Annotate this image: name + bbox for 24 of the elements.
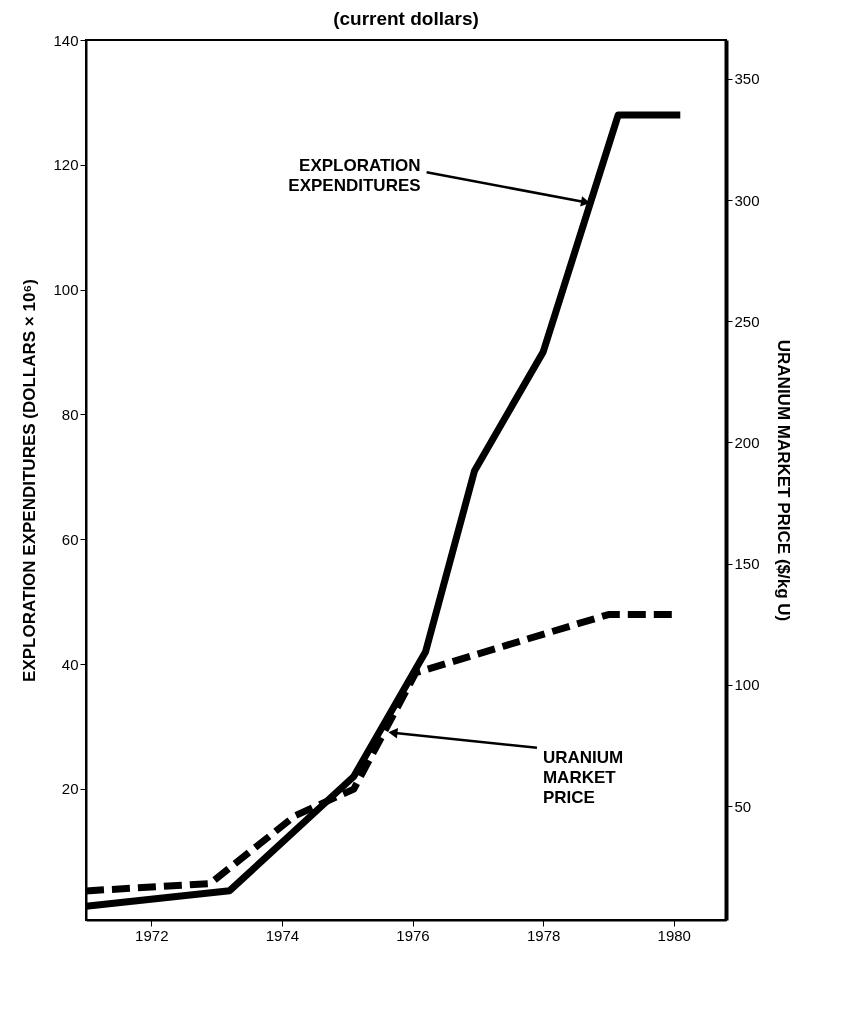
y2-axis-title: URANIUM MARKET PRICE ($/kg U) [773,339,793,622]
y-tick-label: 120 [53,156,79,174]
annotation: EXPLORATION EXPENDITURES [288,156,421,196]
y-tick-label: 100 [53,281,79,299]
y2-tick-label: 150 [734,555,760,573]
y-tick-label: 60 [61,530,79,548]
y-axis-title: EXPLORATION EXPENDITURES (DOLLARS × 10⁶) [20,279,40,682]
x-tick-label: 1974 [265,926,300,944]
x-tick-label: 1980 [657,926,691,944]
x-tick-label: 1976 [396,926,430,944]
y2-tick-label: 350 [734,70,760,88]
y-tick-label: 80 [61,405,79,423]
y-tick-label: 140 [53,31,79,49]
annotation: URANIUM MARKET PRICE [542,747,624,807]
y2-tick-label: 50 [734,797,752,815]
y-tick-label: 20 [61,780,79,798]
chart-title: (current dollars) [333,8,479,29]
y-tick-label: 40 [61,655,79,673]
y2-tick-label: 100 [734,676,760,694]
y2-tick-label: 200 [734,433,760,451]
x-tick-label: 1978 [526,926,561,944]
y2-tick-label: 300 [734,191,760,209]
x-tick-label: 1972 [135,926,169,944]
y2-tick-label: 250 [734,312,760,330]
